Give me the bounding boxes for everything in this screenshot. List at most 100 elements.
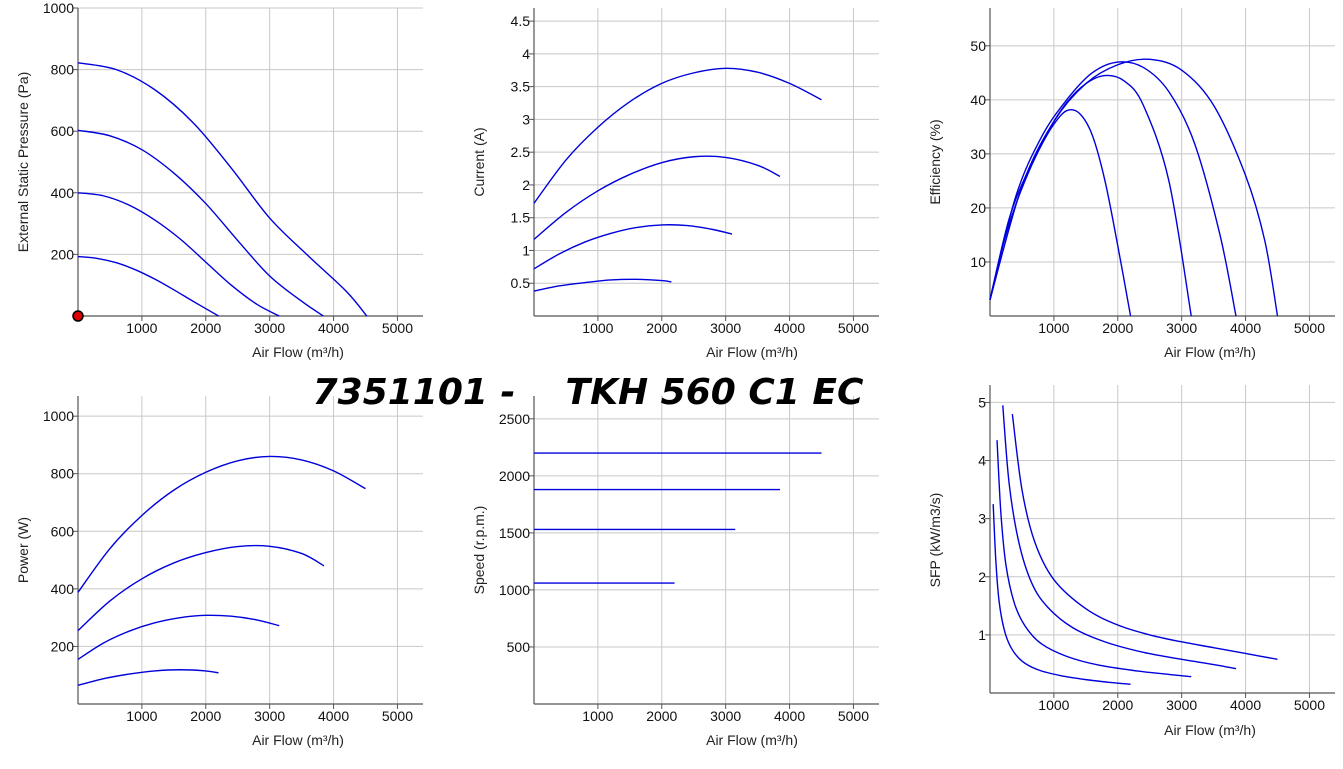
- y-tick-label: 1500: [499, 525, 530, 541]
- x-tick-label: 5000: [382, 320, 413, 336]
- y-tick-label: 2: [522, 177, 530, 193]
- y-tick-label: 0.5: [511, 275, 531, 291]
- x-tick-label: 1000: [582, 320, 613, 336]
- current-series-2-line: [533, 155, 781, 240]
- y-tick-label: 2: [978, 569, 986, 585]
- y-tick-label: 200: [51, 246, 75, 262]
- sfp-chart: 1000 2000 3000 4000 5000 1 2 3 4 5 Air Flow (m³/h)…: [927, 385, 1335, 738]
- y-tick-label: 200: [51, 638, 75, 654]
- y-axis-label: Efficiency (%): [927, 119, 943, 204]
- y-axis-label: External Static Pressure (Pa): [15, 72, 31, 253]
- x-axis-label: Air Flow (m³/h): [1164, 344, 1256, 360]
- pressure-series-2-line: [77, 129, 324, 317]
- y-tick-label: 3: [522, 111, 530, 127]
- x-tick-label: 5000: [1294, 320, 1325, 336]
- x-tick-label: 1000: [582, 708, 613, 724]
- x-tick-label: 1000: [126, 708, 157, 724]
- x-tick-label: 1000: [1038, 697, 1069, 713]
- x-axis-label: Air Flow (m³/h): [252, 732, 344, 748]
- y-tick-label: 3.5: [511, 79, 531, 95]
- x-tick-label: 4000: [318, 708, 349, 724]
- y-tick-label: 600: [51, 523, 75, 539]
- y-tick-label: 1000: [499, 582, 530, 598]
- x-tick-label: 4000: [1230, 697, 1261, 713]
- y-axis-label: Power (W): [15, 517, 31, 583]
- y-tick-label: 2.5: [511, 144, 531, 160]
- x-tick-label: 2000: [1102, 320, 1133, 336]
- y-tick-label: 10: [970, 254, 986, 270]
- x-tick-label: 2000: [190, 320, 221, 336]
- x-tick-label: 5000: [1294, 697, 1325, 713]
- y-tick-label: 1000: [43, 408, 74, 424]
- x-tick-label: 4000: [318, 320, 349, 336]
- x-tick-label: 3000: [710, 708, 741, 724]
- efficiency-series-2-line: [989, 61, 1237, 317]
- x-tick-label: 3000: [710, 320, 741, 336]
- x-tick-label: 5000: [382, 708, 413, 724]
- x-tick-label: 1000: [1038, 320, 1069, 336]
- current-chart: 1000 2000 3000 4000 5000 0.5 1 1.5 2 2.5 3 3.5 4 4.5 A…: [471, 8, 879, 360]
- x-tick-label: 3000: [1166, 697, 1197, 713]
- y-tick-label: 50: [970, 38, 986, 54]
- efficiency-series-3-line: [989, 74, 1192, 317]
- y-tick-label: 400: [51, 185, 75, 201]
- x-tick-label: 4000: [1230, 320, 1261, 336]
- y-tick-label: 4: [978, 453, 986, 469]
- current-series-3-line: [533, 224, 733, 270]
- pressure-chart: 1000 2000 3000 4000 5000 200 400 600 800 1000 Air …: [15, 0, 423, 360]
- current-series-4-line: [533, 278, 672, 292]
- product-title: 7351101 - TKH 560 C1 EC: [313, 372, 864, 413]
- x-tick-label: 4000: [774, 708, 805, 724]
- pressure-series-1-line: [77, 62, 368, 317]
- sfp-series-1-line: [1011, 413, 1278, 660]
- y-axis-label: SFP (kW/m3/s): [927, 493, 943, 588]
- y-tick-label: 30: [970, 146, 986, 162]
- power-series-3-line: [77, 614, 280, 660]
- x-axis-label: Air Flow (m³/h): [1164, 722, 1256, 738]
- y-tick-label: 4: [522, 46, 530, 62]
- y-tick-label: 40: [970, 92, 986, 108]
- x-tick-label: 5000: [838, 320, 869, 336]
- x-tick-label: 2000: [646, 708, 677, 724]
- x-tick-label: 4000: [774, 320, 805, 336]
- efficiency-series-4-line: [989, 108, 1132, 317]
- y-tick-label: 800: [51, 62, 75, 78]
- current-series-1-line: [533, 67, 822, 204]
- power-series-4-line: [77, 669, 219, 686]
- y-tick-label: 600: [51, 123, 75, 139]
- y-tick-label: 800: [51, 466, 75, 482]
- power-series-1-line: [77, 455, 366, 593]
- y-axis-label: Current (A): [471, 127, 487, 196]
- sfp-series-3-line: [996, 440, 1192, 678]
- y-tick-label: 2500: [499, 411, 530, 427]
- x-axis-label: Air Flow (m³/h): [706, 732, 798, 748]
- x-tick-label: 3000: [254, 708, 285, 724]
- x-tick-label: 1000: [126, 320, 157, 336]
- y-tick-label: 1000: [43, 0, 74, 16]
- y-tick-label: 1: [522, 242, 530, 258]
- x-tick-label: 5000: [838, 708, 869, 724]
- x-tick-label: 2000: [1102, 697, 1133, 713]
- x-tick-label: 2000: [190, 708, 221, 724]
- x-axis-label: Air Flow (m³/h): [706, 344, 798, 360]
- y-tick-label: 4.5: [511, 13, 531, 29]
- power-chart: 1000 2000 3000 4000 5000 200 400 600 800 1000 Air …: [15, 396, 423, 748]
- sfp-series-4-line: [992, 504, 1131, 685]
- x-tick-label: 3000: [254, 320, 285, 336]
- y-tick-label: 20: [970, 200, 986, 216]
- y-tick-label: 3: [978, 511, 986, 527]
- x-axis-label: Air Flow (m³/h): [252, 344, 344, 360]
- y-tick-label: 2000: [499, 468, 530, 484]
- sfp-series-2-line: [1002, 405, 1237, 670]
- y-tick-label: 1: [978, 627, 986, 643]
- power-series-2-line: [77, 544, 325, 632]
- y-tick-label: 400: [51, 581, 75, 597]
- pressure-series-3-line: [77, 192, 280, 317]
- y-tick-label: 1.5: [511, 210, 531, 226]
- efficiency-chart: 1000 2000 3000 4000 5000 10 20 30 40 50 Air Flow (…: [927, 8, 1335, 360]
- x-tick-label: 3000: [1166, 320, 1197, 336]
- x-tick-label: 2000: [646, 320, 677, 336]
- y-tick-label: 500: [507, 639, 531, 655]
- operating-point-marker[interactable]: [72, 310, 84, 322]
